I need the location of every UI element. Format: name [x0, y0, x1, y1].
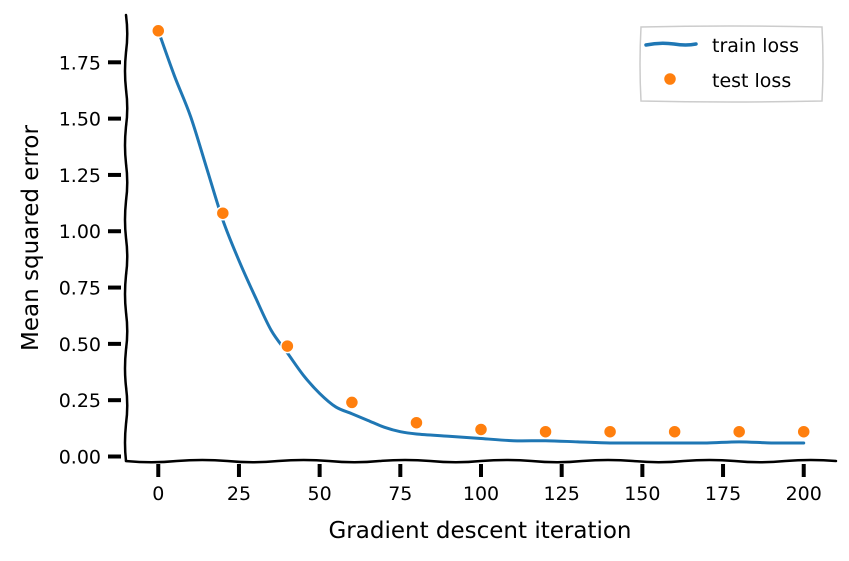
- test-loss-point: [473, 422, 489, 437]
- test-loss-point: [667, 424, 682, 439]
- test-loss-point: [538, 424, 553, 439]
- y-tick-label: 1.00: [59, 221, 101, 243]
- y-axis-ticks: 0.00 0.25 0.50 0.75 1.00 1.25 1.50 1.75: [59, 52, 121, 468]
- x-tick-label: 175: [705, 483, 741, 505]
- test-loss-point: [409, 415, 424, 430]
- test-loss-point: [215, 205, 231, 221]
- x-tick-label: 125: [544, 483, 580, 505]
- legend-test-swatch: [662, 71, 678, 87]
- plot-area: [151, 23, 811, 445]
- y-tick-label: 0.50: [59, 334, 101, 356]
- x-tick-label: 0: [152, 483, 164, 505]
- y-axis-label: Mean squared error: [18, 125, 44, 351]
- x-axis-spine: [124, 458, 838, 464]
- test-loss-point: [796, 424, 811, 439]
- x-tick-label: 150: [624, 483, 660, 505]
- test-loss-point: [602, 424, 618, 439]
- y-tick-label: 1.75: [59, 52, 101, 74]
- y-tick-label: 1.25: [59, 165, 101, 187]
- x-tick-label: 200: [786, 483, 822, 505]
- test-loss-point: [280, 338, 295, 354]
- y-tick-label: 0.00: [59, 446, 101, 468]
- x-tick-label: 25: [227, 483, 251, 505]
- legend: train loss test loss: [639, 25, 824, 103]
- x-tick-label: 100: [463, 483, 499, 505]
- test-loss-series: [151, 23, 811, 439]
- test-loss-point: [344, 395, 360, 410]
- test-loss-point: [151, 23, 166, 39]
- x-axis-label: Gradient descent iteration: [328, 518, 631, 544]
- test-loss-point: [731, 424, 747, 439]
- train-loss-line: [156, 29, 806, 445]
- legend-test-label: test loss: [712, 70, 791, 92]
- y-tick-label: 1.50: [59, 109, 101, 131]
- x-tick-label: 75: [388, 483, 412, 505]
- legend-train-swatch: [644, 41, 698, 47]
- x-axis-ticks: 0 25 50 75 100 125 150 175 200: [152, 464, 822, 505]
- x-tick-label: 50: [308, 483, 332, 505]
- y-tick-label: 0.75: [59, 278, 101, 300]
- train-loss-series: [156, 29, 806, 445]
- legend-train-label: train loss: [712, 35, 799, 57]
- y-axis-spine: [123, 13, 129, 463]
- y-tick-label: 0.25: [59, 390, 101, 412]
